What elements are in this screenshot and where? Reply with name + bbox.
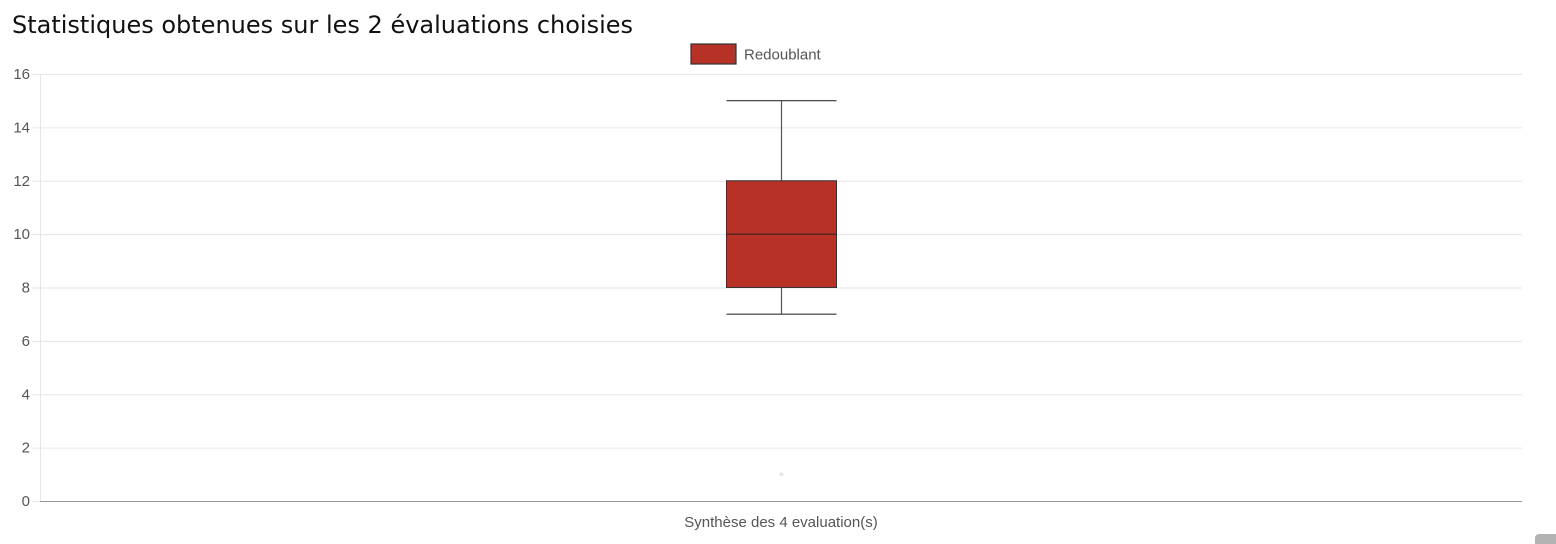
- y-tick-label: 14: [13, 119, 30, 136]
- y-tick-label: 4: [22, 386, 30, 403]
- x-tick-label: Synthèse des 4 evaluation(s): [684, 514, 877, 531]
- y-tick-label: 0: [22, 493, 30, 510]
- y-tick-label: 10: [13, 226, 30, 243]
- y-tick-label: 2: [22, 440, 30, 457]
- chart-title: Statistiques obtenues sur les 2 évaluati…: [12, 11, 634, 39]
- y-tick-label: 6: [22, 333, 30, 350]
- legend-swatch: [690, 43, 737, 65]
- y-tick-label: 16: [13, 66, 30, 83]
- legend-label: Redoublant: [744, 47, 822, 64]
- resize-handle[interactable]: [1535, 534, 1556, 544]
- y-tick-label: 8: [22, 280, 30, 297]
- outlier-point: [779, 472, 784, 477]
- y-tick-label: 12: [13, 173, 30, 190]
